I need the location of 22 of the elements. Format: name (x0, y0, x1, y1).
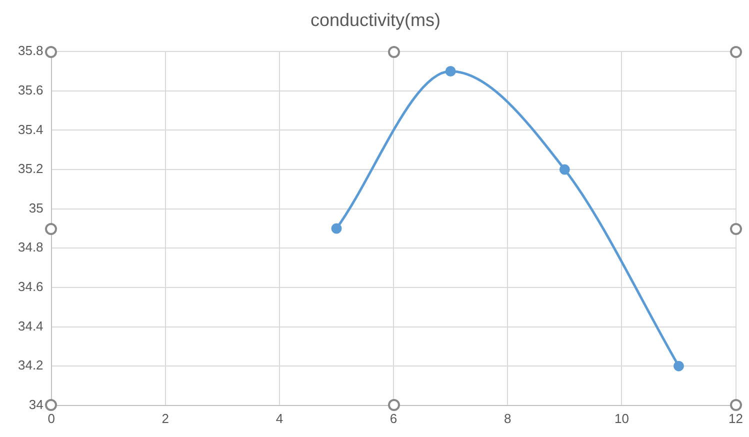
y-tick-label: 34.6 (18, 279, 44, 294)
y-tick-label: 34.8 (18, 240, 44, 255)
x-tick-label: 4 (276, 410, 284, 426)
x-tick-label: 12 (728, 410, 744, 426)
y-tick-label: 34 (28, 396, 44, 412)
chart-title: conductivity(ms) (310, 10, 441, 30)
y-tick-label: 35 (28, 200, 44, 216)
y-tick-label: 35.8 (18, 43, 44, 58)
point (445, 66, 456, 77)
y-tick-label: 35.4 (18, 122, 44, 137)
x-tick-label: 0 (48, 410, 55, 426)
x-tick-label: 2 (162, 410, 169, 426)
y-tick-label: 35.2 (18, 161, 44, 176)
x-tick-label: 6 (390, 410, 398, 426)
y-tick-label: 34.2 (18, 358, 44, 373)
x-tick-label: 10 (614, 410, 629, 426)
point (559, 164, 570, 175)
point (673, 360, 684, 372)
y-tick-label: 34.4 (18, 318, 44, 334)
y-tick-label: 35.6 (18, 82, 44, 98)
point (331, 223, 342, 234)
x-tick-label: 8 (504, 410, 512, 426)
